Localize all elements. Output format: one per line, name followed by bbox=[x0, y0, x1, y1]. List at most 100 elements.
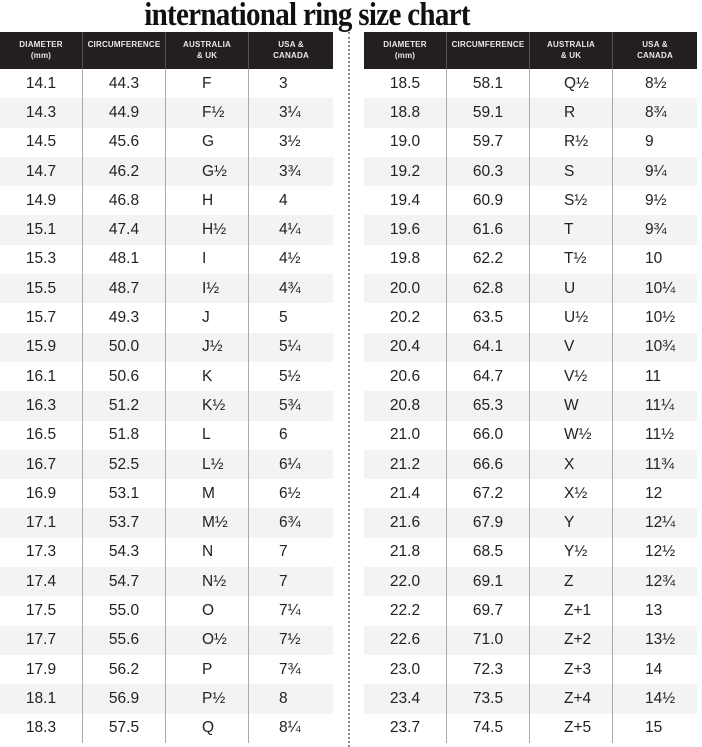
header-diameter: DIAMETER (mm) bbox=[364, 32, 447, 69]
table-row: 18.1 56.9 P½ 8 bbox=[0, 684, 333, 714]
cell-australia-uk: T bbox=[530, 215, 613, 245]
cell-circumference: 65.3 bbox=[447, 391, 530, 421]
cell-diameter: 22.6 bbox=[364, 625, 447, 655]
header-circumference: CIRCUMFERENCE bbox=[83, 32, 166, 69]
cell-australia-uk: M bbox=[166, 479, 249, 509]
cell-australia-uk: J bbox=[166, 303, 249, 333]
cell-usa-canada: 3¼ bbox=[279, 103, 301, 121]
cell-usa-canada: 6½ bbox=[279, 484, 301, 502]
cell-circumference: 47.4 bbox=[83, 215, 166, 245]
cell-usa-canada: 7¾ bbox=[279, 660, 301, 678]
cell-diameter: 21.2 bbox=[364, 449, 447, 480]
cell-australia-uk: I½ bbox=[166, 274, 249, 304]
table-row: 16.3 51.2 K½ 5¾ bbox=[0, 391, 333, 421]
cell-usa-canada: 6 bbox=[279, 426, 288, 444]
cell-diameter: 17.5 bbox=[0, 596, 83, 626]
cell-circumference: 44.9 bbox=[83, 98, 166, 128]
cell-australia-uk: R bbox=[530, 98, 613, 128]
cell-circumference: 67.2 bbox=[447, 479, 530, 509]
cell-australia-uk: Z+1 bbox=[530, 596, 613, 626]
cell-usa-canada: 4¼ bbox=[279, 221, 301, 239]
cell-australia-uk: N bbox=[166, 537, 249, 568]
table-row: 20.8 65.3 W 11¼ bbox=[364, 391, 697, 421]
cell-australia-uk: O bbox=[166, 596, 249, 626]
cell-diameter: 15.7 bbox=[0, 303, 83, 333]
table-row: 19.8 62.2 T½ 10 bbox=[364, 244, 697, 275]
table-row: 17.4 54.7 N½ 7 bbox=[0, 567, 333, 597]
cell-circumference: 66.6 bbox=[447, 449, 530, 480]
cell-usa-canada: 5¼ bbox=[279, 338, 301, 356]
table-row: 14.5 45.6 G 3½ bbox=[0, 127, 333, 157]
cell-usa-canada: 13 bbox=[645, 601, 663, 619]
cell-australia-uk: M½ bbox=[166, 508, 249, 538]
table-row: 16.5 51.8 L 6 bbox=[0, 420, 333, 450]
cell-usa-canada: 15 bbox=[645, 719, 663, 737]
cell-usa-canada: 9¼ bbox=[645, 162, 667, 180]
cell-circumference: 55.6 bbox=[83, 625, 166, 655]
cell-australia-uk: K½ bbox=[166, 391, 249, 421]
cell-australia-uk: V½ bbox=[530, 361, 613, 392]
cell-australia-uk: R½ bbox=[530, 127, 613, 157]
cell-australia-uk: Z+2 bbox=[530, 625, 613, 655]
cell-circumference: 69.7 bbox=[447, 596, 530, 626]
cell-usa-canada: 8¾ bbox=[645, 103, 667, 121]
table-row: 23.4 73.5 Z+4 14½ bbox=[364, 684, 697, 714]
cell-usa-canada: 5 bbox=[279, 309, 288, 327]
dotted-divider bbox=[348, 32, 350, 747]
cell-usa-canada: 4½ bbox=[279, 250, 301, 268]
table-row: 16.9 53.1 M 6½ bbox=[0, 479, 333, 509]
cell-circumference: 61.6 bbox=[447, 215, 530, 245]
cell-australia-uk: F bbox=[166, 69, 249, 99]
cell-diameter: 20.0 bbox=[364, 274, 447, 304]
header-usa-canada: USA & CANADA bbox=[637, 40, 673, 60]
cell-circumference: 62.2 bbox=[447, 244, 530, 275]
table-row: 15.1 47.4 H½ 4¼ bbox=[0, 215, 333, 245]
cell-circumference: 54.3 bbox=[83, 537, 166, 568]
table-row: 15.3 48.1 I 4½ bbox=[0, 244, 333, 275]
cell-diameter: 20.6 bbox=[364, 361, 447, 392]
cell-usa-canada: 7¼ bbox=[279, 601, 301, 619]
cell-australia-uk: I bbox=[166, 244, 249, 275]
cell-australia-uk: O½ bbox=[166, 625, 249, 655]
table-row: 19.6 61.6 T 9¾ bbox=[364, 215, 697, 245]
cell-usa-canada: 3½ bbox=[279, 133, 301, 151]
cell-australia-uk: S bbox=[530, 156, 613, 187]
cell-circumference: 63.5 bbox=[447, 303, 530, 333]
table-row: 16.7 52.5 L½ 6¼ bbox=[0, 449, 333, 480]
cell-diameter: 18.3 bbox=[0, 713, 83, 743]
cell-usa-canada: 10¼ bbox=[645, 279, 676, 297]
cell-usa-canada: 6¾ bbox=[279, 514, 301, 532]
cell-usa-canada: 7 bbox=[279, 572, 288, 590]
cell-australia-uk: U½ bbox=[530, 303, 613, 333]
cell-circumference: 60.9 bbox=[447, 186, 530, 216]
table-row: 19.0 59.7 R½ 9 bbox=[364, 127, 697, 157]
cell-australia-uk: Z+4 bbox=[530, 684, 613, 714]
header-diameter: DIAMETER (mm) bbox=[0, 32, 83, 69]
cell-circumference: 45.6 bbox=[83, 127, 166, 157]
table-row: 18.5 58.1 Q½ 8½ bbox=[364, 69, 697, 99]
cell-australia-uk: J½ bbox=[166, 332, 249, 362]
table-row: 15.7 49.3 J 5 bbox=[0, 303, 333, 333]
cell-usa-canada: 9 bbox=[645, 133, 654, 151]
cell-australia-uk: P bbox=[166, 654, 249, 685]
table-row: 17.7 55.6 O½ 7½ bbox=[0, 625, 333, 655]
cell-circumference: 50.6 bbox=[83, 361, 166, 392]
cell-circumference: 55.0 bbox=[83, 596, 166, 626]
cell-diameter: 19.6 bbox=[364, 215, 447, 245]
cell-usa-canada: 11¾ bbox=[645, 455, 675, 473]
cell-australia-uk: X bbox=[530, 449, 613, 480]
table-body: 14.1 44.3 F 3 14.3 44.9 F½ 3¼ 14.5 45.6 G 3½ 14.7 46.… bbox=[0, 69, 333, 743]
cell-circumference: 52.5 bbox=[83, 449, 166, 480]
cell-circumference: 73.5 bbox=[447, 684, 530, 714]
cell-usa-canada: 6¼ bbox=[279, 455, 301, 473]
table-row: 17.9 56.2 P 7¾ bbox=[0, 654, 333, 685]
cell-diameter: 20.2 bbox=[364, 303, 447, 333]
cell-diameter: 15.1 bbox=[0, 215, 83, 245]
table-row: 22.2 69.7 Z+1 13 bbox=[364, 596, 697, 626]
cell-circumference: 66.0 bbox=[447, 420, 530, 450]
cell-diameter: 21.6 bbox=[364, 508, 447, 538]
cell-diameter: 21.4 bbox=[364, 479, 447, 509]
cell-circumference: 48.1 bbox=[83, 244, 166, 275]
cell-circumference: 54.7 bbox=[83, 567, 166, 597]
cell-diameter: 15.9 bbox=[0, 332, 83, 362]
